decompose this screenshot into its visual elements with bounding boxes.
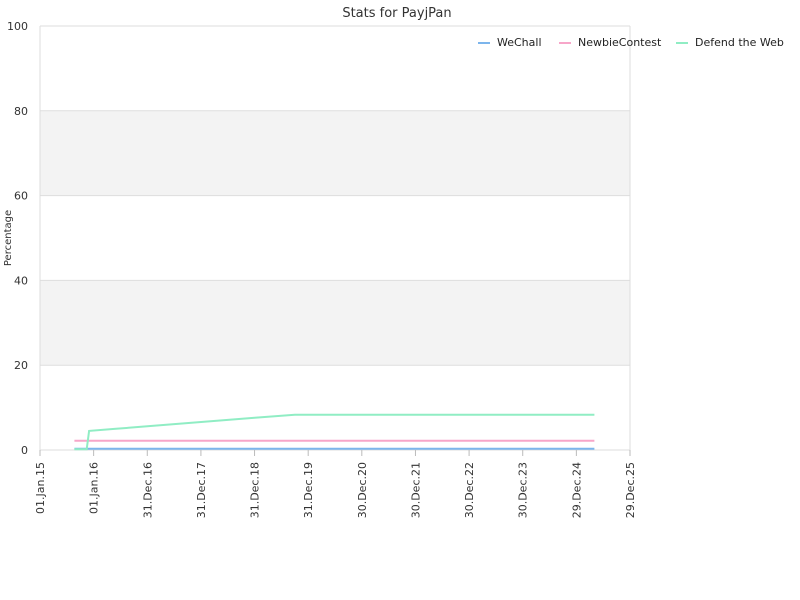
x-tick-label: 29.Dec.25 xyxy=(624,462,637,518)
chart-title: Stats for PayjPan xyxy=(342,6,451,21)
x-tick-label: 01.Jan.16 xyxy=(88,462,101,514)
legend-item-label[interactable]: NewbieContest xyxy=(578,36,662,49)
y-tick-label: 20 xyxy=(14,359,28,372)
series-lines xyxy=(74,413,595,451)
x-tick-label: 31.Dec.18 xyxy=(249,462,262,518)
grid-lines xyxy=(39,25,631,451)
y-axis-title: Percentage xyxy=(3,210,14,266)
y-tick-label: 0 xyxy=(21,444,28,457)
y-tick-label: 60 xyxy=(14,190,28,203)
x-axis: 01.Jan.15 01.Jan.16 31.Dec.16 31.Dec.17 31.D… xyxy=(34,450,637,518)
x-tick-label: 30.Dec.22 xyxy=(463,462,476,518)
y-tick-label: 80 xyxy=(14,105,28,118)
x-tick-label: 31.Dec.19 xyxy=(302,462,315,518)
x-tick-label: 31.Dec.16 xyxy=(141,462,154,518)
x-tick-label: 31.Dec.17 xyxy=(195,462,208,518)
legend[interactable]: WeChall NewbieContest Defend the Web xyxy=(478,36,784,49)
x-tick-label: 30.Dec.21 xyxy=(409,462,422,518)
plot-band xyxy=(40,280,630,366)
plot-bands xyxy=(40,110,630,366)
plot-band xyxy=(40,110,630,196)
series-line-2 xyxy=(74,413,595,451)
x-tick-label: 30.Dec.20 xyxy=(356,462,369,518)
y-tick-label: 40 xyxy=(14,274,28,287)
x-tick-label: 30.Dec.23 xyxy=(517,462,530,518)
y-tick-label: 100 xyxy=(7,20,28,33)
y-axis: 0 20 40 60 80 100 xyxy=(7,20,28,457)
x-tick-label: 01.Jan.15 xyxy=(34,462,47,514)
legend-item-label[interactable]: Defend the Web xyxy=(695,36,784,49)
x-tick-label: 29.Dec.24 xyxy=(570,462,583,518)
legend-item-label[interactable]: WeChall xyxy=(497,36,542,49)
